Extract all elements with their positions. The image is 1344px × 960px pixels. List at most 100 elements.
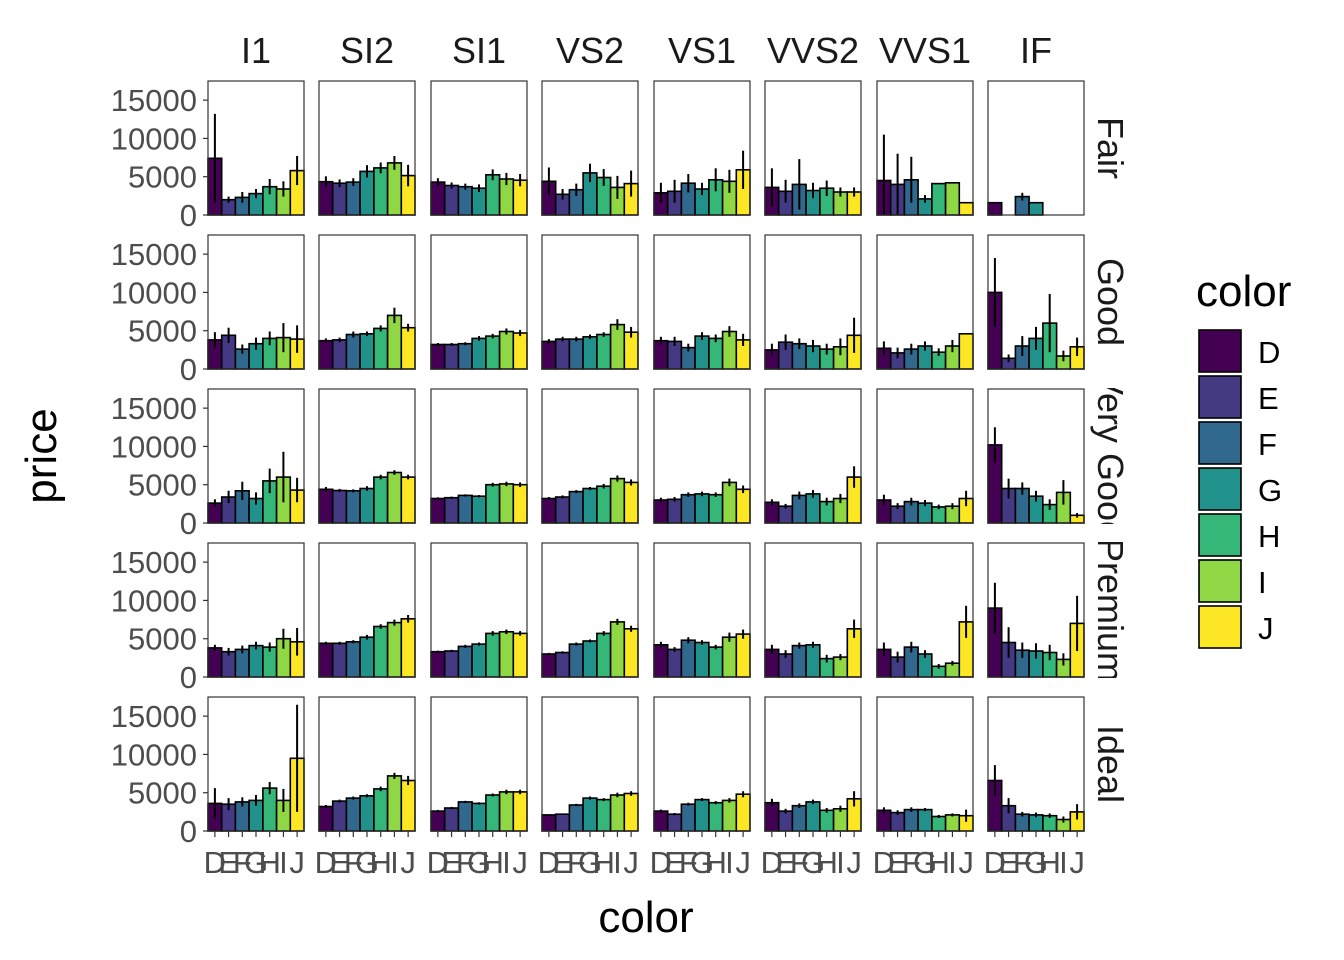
x-tick-label: E bbox=[218, 845, 239, 880]
x-tick-label: G bbox=[244, 845, 268, 880]
legend-key-f bbox=[1198, 421, 1242, 465]
x-tick-label: G bbox=[913, 845, 937, 880]
y-tick-label: 15000 bbox=[111, 391, 197, 426]
row-strip-label: Very Good bbox=[1090, 371, 1131, 541]
panel-border bbox=[541, 388, 639, 524]
bar-e bbox=[331, 339, 348, 370]
bar-i bbox=[498, 630, 515, 678]
bar-h bbox=[596, 485, 612, 524]
bar-e bbox=[554, 496, 571, 524]
bar-h bbox=[931, 815, 947, 832]
row-strip: Good bbox=[1090, 258, 1131, 346]
bar-g bbox=[805, 643, 821, 678]
bar-d bbox=[430, 650, 446, 678]
bar-g bbox=[582, 797, 598, 832]
x-tick-label: E bbox=[887, 845, 908, 880]
bar-h bbox=[485, 483, 501, 524]
bar-e bbox=[777, 810, 794, 832]
bar-e bbox=[889, 811, 906, 832]
legend-key-h bbox=[1198, 513, 1242, 557]
y-tick-label: 15000 bbox=[111, 545, 197, 580]
bar-h bbox=[708, 493, 724, 524]
row-strip-label: Fair bbox=[1090, 117, 1131, 179]
x-tick-label: J bbox=[846, 845, 862, 880]
bar-d bbox=[430, 497, 446, 524]
legend-title: color bbox=[1196, 267, 1291, 316]
panel-ideal-vs1 bbox=[653, 791, 751, 832]
bar-g bbox=[582, 335, 598, 370]
col-strip-label: VS2 bbox=[556, 30, 624, 71]
y-tick-label: 15000 bbox=[111, 83, 197, 118]
bar-h bbox=[373, 167, 389, 216]
bar-h bbox=[373, 625, 389, 678]
bar-i bbox=[386, 162, 403, 216]
x-tick-label: I bbox=[1059, 845, 1068, 880]
bar-f bbox=[791, 804, 807, 832]
bar-e bbox=[331, 182, 348, 216]
panel-border bbox=[318, 234, 416, 370]
bar-f bbox=[345, 797, 361, 832]
bar-i bbox=[944, 814, 961, 832]
panel-very-good-si2 bbox=[318, 470, 416, 524]
panel-border bbox=[430, 388, 528, 524]
bar-f bbox=[345, 333, 361, 370]
panel-ideal-vs2 bbox=[541, 791, 639, 832]
bar-d bbox=[987, 201, 1003, 216]
bar-j bbox=[512, 483, 528, 524]
panel-very-good-vs2 bbox=[541, 475, 639, 524]
legend-label: H bbox=[1258, 519, 1280, 554]
bar-g bbox=[1028, 814, 1044, 832]
panel-fair-vs2 bbox=[541, 163, 639, 216]
bar-i bbox=[609, 794, 626, 832]
bar-h bbox=[819, 809, 835, 832]
x-tick-label: H bbox=[593, 845, 615, 880]
panel-premium-vs2 bbox=[541, 618, 639, 678]
x-tick-label: J bbox=[623, 845, 639, 880]
panel-border bbox=[430, 542, 528, 678]
y-tick-label: 15000 bbox=[111, 237, 197, 272]
x-tick-label: I bbox=[279, 845, 288, 880]
y-tick-label: 10000 bbox=[111, 121, 197, 156]
bar-f bbox=[568, 490, 584, 524]
x-tick-label: F bbox=[790, 845, 809, 880]
bar-e bbox=[331, 800, 348, 832]
bar-e bbox=[777, 505, 794, 524]
y-tick-label: 5000 bbox=[128, 160, 197, 195]
bar-f bbox=[457, 494, 473, 524]
bar-e bbox=[443, 496, 460, 524]
x-tick-label: G bbox=[1024, 845, 1048, 880]
x-tick-label: I bbox=[502, 845, 511, 880]
x-tick-label: J bbox=[289, 845, 305, 880]
col-strip-label: VS1 bbox=[668, 30, 736, 71]
bar-g bbox=[805, 801, 821, 832]
bar-d bbox=[318, 339, 334, 370]
x-tick-label: H bbox=[370, 845, 392, 880]
bar-e bbox=[331, 642, 348, 678]
bar-f bbox=[457, 645, 473, 678]
x-tick-label: I bbox=[948, 845, 957, 880]
bar-h bbox=[708, 337, 724, 370]
bar-j bbox=[400, 326, 416, 370]
bar-d bbox=[318, 642, 334, 678]
y-axis-title: price bbox=[17, 408, 66, 503]
panel-good-vvs1 bbox=[876, 332, 974, 370]
bar-d bbox=[653, 643, 669, 678]
legend-label: E bbox=[1258, 381, 1279, 416]
bar-j bbox=[958, 332, 974, 370]
bar-e bbox=[443, 184, 460, 216]
panel-border bbox=[764, 388, 862, 524]
row-strip: Ideal bbox=[1090, 725, 1131, 803]
legend-label: I bbox=[1258, 565, 1267, 600]
panel-border bbox=[430, 80, 528, 216]
x-tick-label: G bbox=[690, 845, 714, 880]
panel-border bbox=[653, 388, 751, 524]
bar-g bbox=[359, 794, 375, 832]
y-tick-label: 5000 bbox=[128, 468, 197, 503]
panel-premium-i1 bbox=[207, 628, 305, 678]
bar-g bbox=[694, 335, 710, 370]
panel-border bbox=[318, 542, 416, 678]
col-strip-label: IF bbox=[1020, 30, 1052, 71]
x-tick-label: J bbox=[400, 845, 416, 880]
bar-d bbox=[653, 339, 669, 370]
bar-e bbox=[331, 489, 348, 524]
